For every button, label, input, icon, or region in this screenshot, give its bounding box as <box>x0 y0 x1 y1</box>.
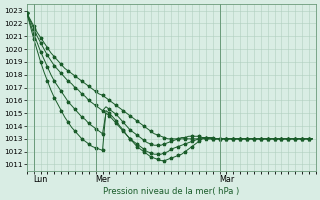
X-axis label: Pression niveau de la mer( hPa ): Pression niveau de la mer( hPa ) <box>103 187 239 196</box>
